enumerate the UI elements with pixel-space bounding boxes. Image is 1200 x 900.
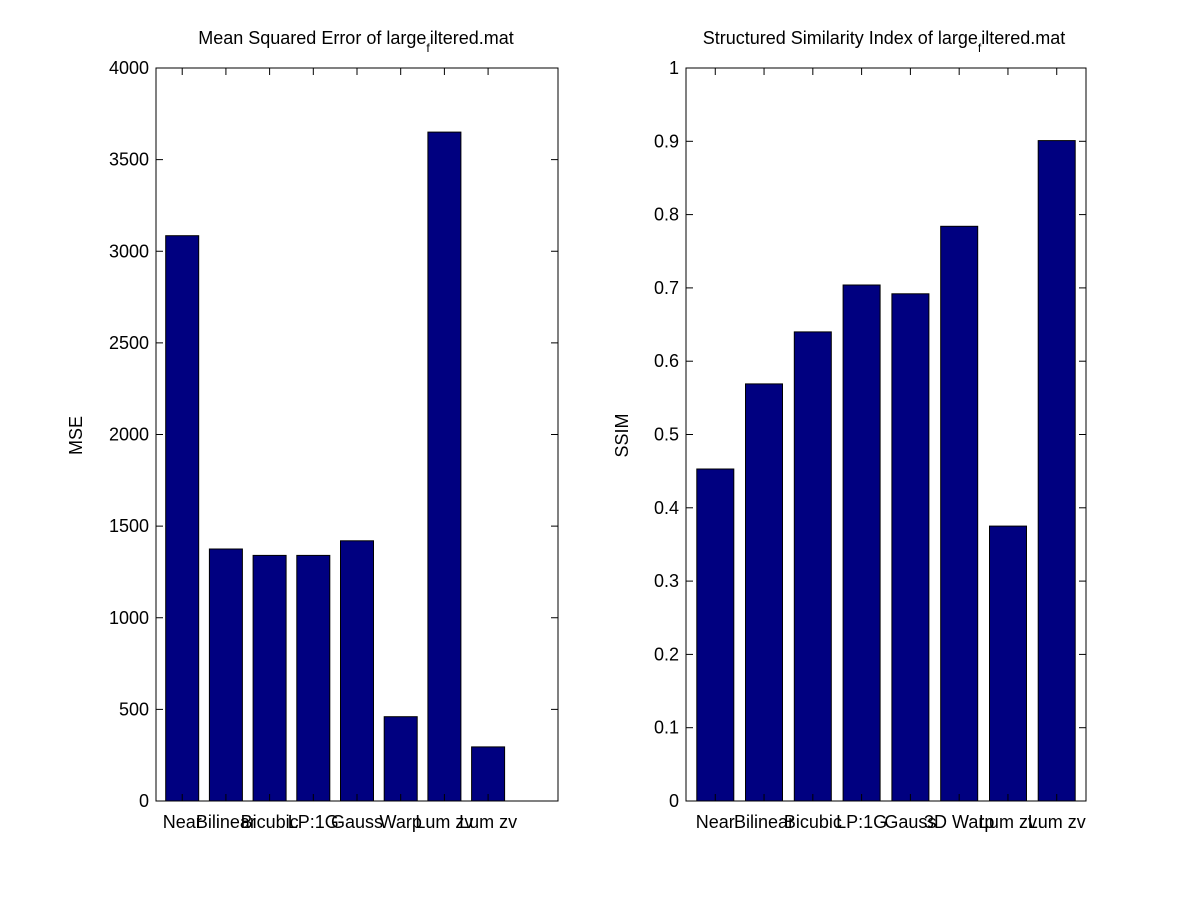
title-main: Structured Similarity Index of large (703, 28, 978, 48)
y-tick-label: 0.9 (654, 131, 679, 151)
chart-title: Structured Similarity Index of largefilt… (703, 28, 1066, 55)
y-tick-label: 0.2 (654, 644, 679, 664)
bar (989, 525, 1027, 802)
bar (340, 540, 374, 802)
x-tick-label: Lum zv (459, 812, 517, 832)
bar (296, 554, 331, 802)
x-tick-label: Bilinear (196, 812, 256, 832)
y-tick-label: 2500 (109, 333, 149, 353)
chart-title: Mean Squared Error of largefiltered.mat (198, 28, 514, 55)
y-tick-label: 0.8 (654, 205, 679, 225)
bar (696, 468, 735, 802)
y-tick-label: 0.4 (654, 498, 679, 518)
y-tick-label: 1000 (109, 608, 149, 628)
y-tick-label: 0.3 (654, 571, 679, 591)
title-subscript: f (426, 41, 430, 55)
x-tick-label: 3D Warp (924, 812, 994, 832)
bar (208, 548, 243, 802)
y-tick-label: 1 (669, 58, 679, 78)
y-tick-label: 0.5 (654, 425, 679, 445)
bar (793, 331, 832, 802)
bar (383, 716, 418, 802)
bar (471, 746, 506, 802)
x-tick-label: LP:1G (836, 812, 887, 832)
title-main: Mean Squared Error of large (198, 28, 426, 48)
bar (940, 225, 979, 802)
y-tick-label: 0.1 (654, 718, 679, 738)
x-tick-label: Lum zv (979, 812, 1037, 832)
x-tick-label: Lum zv (1028, 812, 1086, 832)
x-tick-label: Bicubic (241, 812, 299, 832)
y-tick-label: 500 (119, 699, 149, 719)
y-tick-label: 0.6 (654, 351, 679, 371)
x-tick-label: Gauss (331, 812, 383, 832)
y-tick-label: 2000 (109, 425, 149, 445)
bar (165, 235, 200, 802)
x-tick-label: Warp (380, 812, 422, 832)
bar (252, 554, 287, 802)
x-tick-label: Near (163, 812, 202, 832)
title-tail: iltered.mat (981, 28, 1065, 48)
x-tick-label: Bilinear (734, 812, 794, 832)
y-tick-label: 0.7 (654, 278, 679, 298)
bar (427, 131, 462, 802)
mse-chart: 0 500 1000 1500 2000 2500 3000 3500 4000 NearBili… (66, 28, 559, 832)
x-tick-label: Gauss (884, 812, 936, 832)
bar (842, 284, 881, 802)
ssim-chart: 0 0.1 0.2 0.3 0.4 0.5 0.6 0.7 0.8 0.9 1 Near Bilinea… (612, 28, 1087, 832)
y-tick-label: 0 (139, 791, 149, 811)
y-axis-label: SSIM (612, 413, 632, 457)
x-tick-label: Lum zv (415, 812, 473, 832)
x-tick-label: Bicubic (784, 812, 842, 832)
x-tick-label: LP:1G (288, 812, 339, 832)
bar (891, 293, 930, 802)
y-tick-label: 3000 (109, 241, 149, 261)
y-tick-label: 1500 (109, 516, 149, 536)
x-tick-label: Near (696, 812, 735, 832)
y-tick-label: 4000 (109, 58, 149, 78)
bar (745, 383, 783, 802)
y-tick-label: 3500 (109, 150, 149, 170)
y-axis-label: MSE (66, 416, 86, 455)
bar (1037, 140, 1076, 802)
title-subscript: f (978, 41, 982, 55)
title-tail: iltered.mat (430, 28, 514, 48)
y-tick-label: 0 (669, 791, 679, 811)
